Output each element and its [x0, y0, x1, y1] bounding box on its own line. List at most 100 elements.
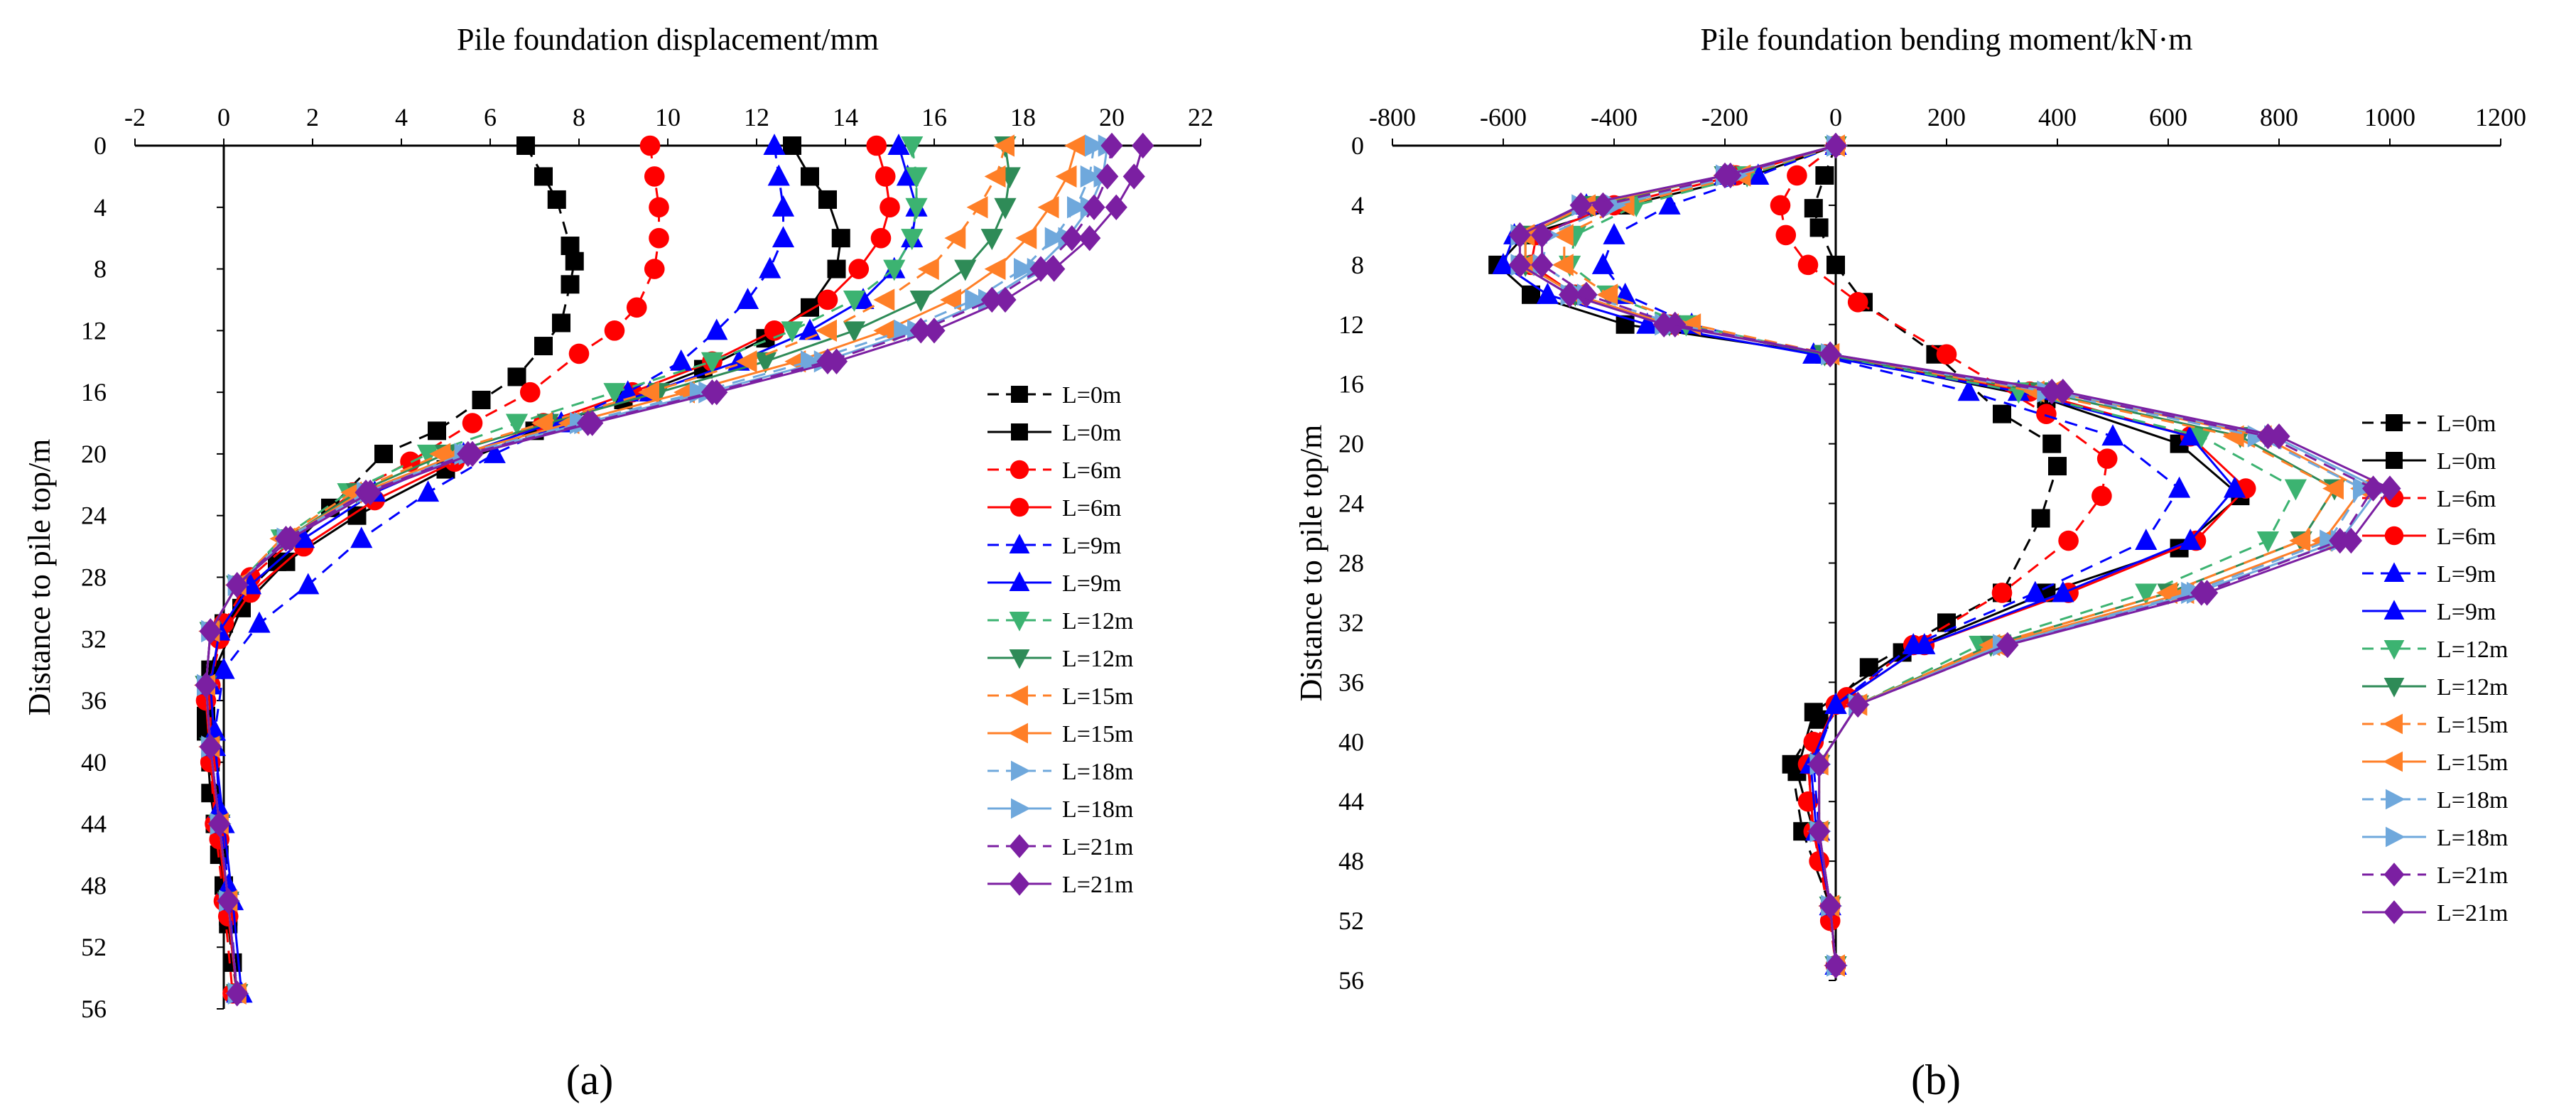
- x-tick-label: -800: [1369, 103, 1416, 131]
- legend-marker: [1011, 798, 1031, 819]
- legend-entry: L=6m: [987, 495, 1121, 521]
- data-point: [534, 337, 553, 356]
- data-point: [1100, 132, 1123, 159]
- data-point: [1508, 252, 1531, 278]
- legend-marker: [2383, 678, 2405, 698]
- legend-entry: L=12m: [987, 608, 1133, 634]
- data-point: [2224, 476, 2246, 498]
- data-point: [1569, 192, 1592, 219]
- y-tick-label: 36: [81, 686, 107, 715]
- data-point: [767, 164, 790, 186]
- legend-marker: [1008, 723, 1028, 744]
- data-point: [700, 352, 724, 374]
- y-tick-label: 56: [81, 995, 107, 1023]
- data-point: [199, 733, 222, 760]
- data-point: [1015, 227, 1037, 249]
- x-tick-label: 1200: [2475, 103, 2526, 131]
- series-L-12m-dashed: [1559, 136, 2307, 978]
- data-point: [1591, 252, 1614, 274]
- legend-entry: L=0m: [987, 382, 1121, 409]
- data-point: [1747, 163, 1770, 185]
- data-point: [1132, 132, 1154, 159]
- legend-label: L=6m: [1062, 458, 1121, 484]
- data-point: [705, 379, 728, 406]
- data-point: [507, 367, 526, 386]
- legend-label: L=15m: [2437, 750, 2508, 776]
- data-point: [226, 572, 249, 598]
- legend-marker: [1011, 760, 1031, 782]
- y-tick-label: 36: [1338, 668, 1364, 696]
- data-point: [825, 348, 848, 374]
- legend-marker: [2386, 414, 2403, 431]
- data-point: [248, 611, 271, 633]
- legend-marker: [2383, 600, 2405, 620]
- data-point: [1492, 252, 1515, 274]
- y-tick-label: 20: [81, 440, 107, 468]
- data-point: [923, 318, 946, 344]
- data-point: [1083, 194, 1105, 220]
- x-tick-label: 200: [1927, 103, 1966, 131]
- data-point: [1061, 225, 1083, 252]
- data-point: [297, 573, 320, 595]
- legend-label: L=18m: [1062, 796, 1133, 823]
- legend-entry: L=21m: [987, 834, 1133, 860]
- data-point: [2256, 531, 2279, 553]
- x-tick-label: 800: [2260, 103, 2298, 131]
- y-tick-label: 0: [94, 131, 107, 160]
- data-point: [292, 526, 315, 548]
- data-point: [195, 672, 217, 698]
- data-point: [2322, 477, 2344, 500]
- legend-entry: L=18m: [2362, 787, 2508, 813]
- y-axis-title: Distance to pile top/m: [22, 439, 57, 716]
- data-point: [980, 286, 1003, 313]
- data-point: [843, 321, 866, 343]
- legend-entry: L=9m: [987, 533, 1121, 559]
- legend-label: L=15m: [1062, 683, 1133, 710]
- data-point: [1804, 199, 1823, 218]
- data-point: [1775, 225, 1797, 246]
- y-tick-label: 48: [81, 871, 107, 899]
- data-point: [984, 165, 1006, 188]
- legend-marker: [2386, 452, 2403, 469]
- y-tick-label: 52: [81, 933, 107, 961]
- series-L-9m-solid: [199, 134, 928, 1003]
- x-tick-label: 4: [395, 103, 408, 131]
- data-point: [954, 259, 977, 281]
- data-point: [2135, 529, 2158, 551]
- data-point: [279, 526, 302, 552]
- panel-a-displacement-chart: Pile foundation displacement/mm Distance …: [22, 22, 1213, 1103]
- data-point: [1085, 134, 1106, 157]
- y-tick-label: 12: [1338, 310, 1364, 339]
- data-point: [736, 288, 759, 309]
- data-point: [905, 167, 928, 189]
- x-tick-label: 1000: [2364, 103, 2415, 131]
- data-point: [581, 410, 604, 436]
- legend-entry: L=9m: [2362, 599, 2496, 625]
- legend-label: L=21m: [1062, 834, 1133, 860]
- legend-entry: L=6m: [987, 458, 1121, 484]
- data-point: [2289, 529, 2311, 552]
- data-point: [984, 257, 1006, 281]
- legend-label: L=0m: [2437, 411, 2496, 437]
- data-point: [905, 198, 928, 220]
- data-point: [873, 288, 895, 311]
- data-point: [1552, 254, 1574, 276]
- x-tick-label: 20: [1099, 103, 1125, 131]
- y-tick-label: 56: [1338, 966, 1364, 995]
- y-tick-label: 8: [1351, 251, 1364, 279]
- data-point: [2048, 457, 2067, 476]
- legend-marker: [1009, 649, 1030, 669]
- legend-marker: [1009, 571, 1030, 591]
- y-tick-label: 4: [94, 193, 107, 222]
- series-L-15m-solid: [1513, 134, 2371, 977]
- data-point: [2190, 427, 2213, 449]
- legend-label: L=9m: [1062, 570, 1121, 597]
- data-point: [1819, 341, 1841, 367]
- data-point: [1824, 692, 1847, 714]
- data-point: [2052, 580, 2074, 602]
- x-tick-label: 22: [1188, 103, 1213, 131]
- x-tick-label: 14: [833, 103, 858, 131]
- legend-label: L=9m: [2437, 561, 2496, 588]
- series-L-12m-solid: [1514, 136, 2346, 978]
